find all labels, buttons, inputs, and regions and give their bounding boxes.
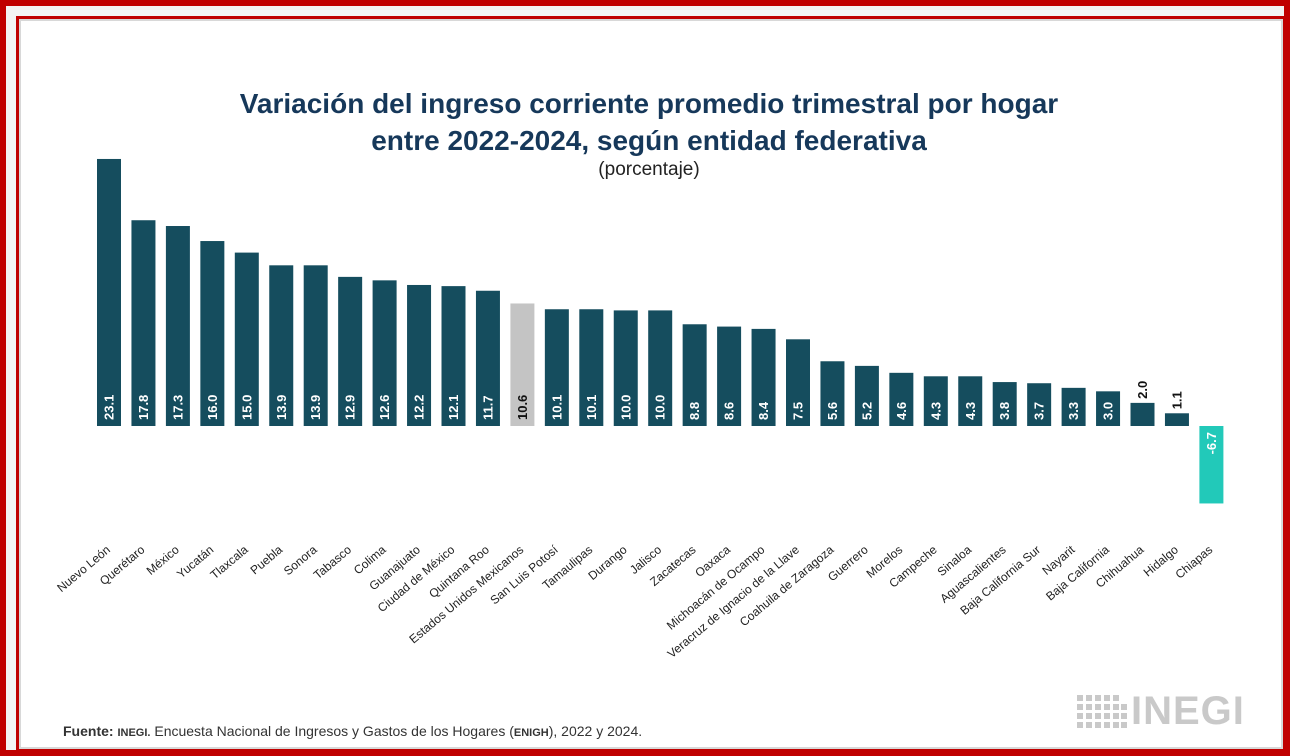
value-label-14: 10.1 bbox=[584, 395, 599, 420]
bar-12 bbox=[510, 303, 535, 426]
value-label-21: 5.6 bbox=[825, 402, 840, 420]
bar-25 bbox=[958, 376, 983, 426]
bar-21 bbox=[820, 361, 845, 426]
value-label-12: 10.6 bbox=[515, 395, 530, 420]
value-label-19: 8.4 bbox=[756, 401, 771, 420]
value-label-30: 2.0 bbox=[1135, 381, 1150, 399]
bar-30 bbox=[1130, 402, 1155, 426]
value-label-20: 7.5 bbox=[791, 402, 806, 420]
category-label-4: Tlaxcala bbox=[207, 542, 250, 582]
bar-0 bbox=[97, 158, 121, 427]
source-text-1: Encuesta Nacional de Ingresos y Gastos d… bbox=[154, 723, 514, 739]
bar-1 bbox=[131, 220, 156, 426]
category-label-15: Durango bbox=[585, 542, 630, 583]
chart-title-line-1: Variación del ingreso corriente promedio… bbox=[239, 88, 1059, 119]
chart-title: Variación del ingreso corriente promedio… bbox=[19, 85, 1279, 159]
bar-22 bbox=[854, 365, 879, 426]
bar-4 bbox=[234, 252, 259, 426]
bar-13 bbox=[544, 309, 569, 426]
bar-23 bbox=[889, 372, 914, 426]
bar-15 bbox=[613, 310, 638, 426]
bar-5 bbox=[269, 265, 294, 426]
source-abbr: ENIGH bbox=[513, 727, 549, 739]
inegi-logo: INEGI bbox=[1077, 691, 1257, 731]
value-label-17: 8.8 bbox=[687, 402, 702, 420]
bar-32 bbox=[1199, 426, 1224, 504]
inegi-logo-text: INEGI bbox=[1131, 689, 1245, 733]
value-label-11: 11.7 bbox=[480, 395, 495, 420]
source-org: INEGI. bbox=[117, 727, 151, 739]
bar-27 bbox=[1027, 383, 1052, 426]
value-label-6: 13.9 bbox=[308, 395, 323, 420]
bar-29 bbox=[1096, 391, 1121, 426]
category-label-32: Chiapas bbox=[1173, 543, 1216, 582]
bar-10 bbox=[441, 286, 466, 426]
bar-31 bbox=[1164, 413, 1189, 426]
bar-18 bbox=[717, 326, 742, 426]
bar-7 bbox=[338, 276, 363, 426]
bar-9 bbox=[407, 284, 432, 426]
category-label-7: Tabasco bbox=[311, 542, 354, 582]
source-text-2: ), 2022 y 2024. bbox=[548, 723, 643, 739]
bar-11 bbox=[475, 290, 500, 426]
bar-17 bbox=[682, 324, 707, 426]
bar-19 bbox=[751, 328, 776, 426]
value-label-2: 17.3 bbox=[170, 395, 185, 420]
value-label-31: 1.1 bbox=[1169, 391, 1184, 409]
bar-8 bbox=[372, 280, 397, 426]
chart-title-line-2: entre 2022-2024, según entidad federativ… bbox=[371, 125, 927, 156]
value-label-4: 15.0 bbox=[239, 395, 254, 420]
category-label-5: Puebla bbox=[248, 542, 286, 577]
bar-14 bbox=[579, 309, 604, 426]
bar-26 bbox=[992, 382, 1017, 426]
value-label-7: 12.9 bbox=[343, 395, 358, 420]
value-label-15: 10.0 bbox=[618, 395, 633, 420]
value-label-26: 3.8 bbox=[997, 402, 1012, 420]
bar-24 bbox=[923, 376, 948, 426]
value-label-32: -6.7 bbox=[1204, 432, 1219, 454]
value-label-25: 4.3 bbox=[963, 402, 978, 420]
value-label-3: 16.0 bbox=[205, 395, 220, 420]
chart-subtitle: (porcentaje) bbox=[598, 159, 700, 180]
bar-6 bbox=[303, 265, 328, 426]
bar-3 bbox=[200, 241, 225, 426]
inner-frame: Variación del ingreso corriente promedio… bbox=[16, 16, 1286, 752]
bar-28 bbox=[1061, 387, 1086, 426]
source-note: Fuente: INEGI. Encuesta Nacional de Ingr… bbox=[63, 723, 642, 739]
value-label-10: 12.1 bbox=[446, 395, 461, 420]
value-label-16: 10.0 bbox=[653, 395, 668, 420]
value-label-0: 23.1 bbox=[102, 395, 117, 420]
value-label-28: 3.3 bbox=[1066, 402, 1081, 420]
value-label-29: 3.0 bbox=[1101, 402, 1116, 420]
value-label-8: 12.6 bbox=[377, 395, 392, 420]
value-label-27: 3.7 bbox=[1032, 402, 1047, 420]
bar-16 bbox=[648, 310, 673, 426]
inegi-logo-dots-icon bbox=[1077, 695, 1127, 728]
value-label-13: 10.1 bbox=[549, 395, 564, 420]
value-label-23: 4.6 bbox=[894, 402, 909, 420]
bar-20 bbox=[786, 339, 810, 426]
source-label: Fuente: bbox=[63, 723, 114, 739]
value-label-24: 4.3 bbox=[928, 402, 943, 420]
value-label-22: 5.2 bbox=[859, 402, 874, 420]
value-label-1: 17.8 bbox=[136, 395, 151, 420]
bar-2 bbox=[165, 226, 190, 426]
value-label-18: 8.6 bbox=[722, 402, 737, 420]
value-label-9: 12.2 bbox=[412, 395, 427, 420]
value-label-5: 13.9 bbox=[274, 395, 289, 420]
